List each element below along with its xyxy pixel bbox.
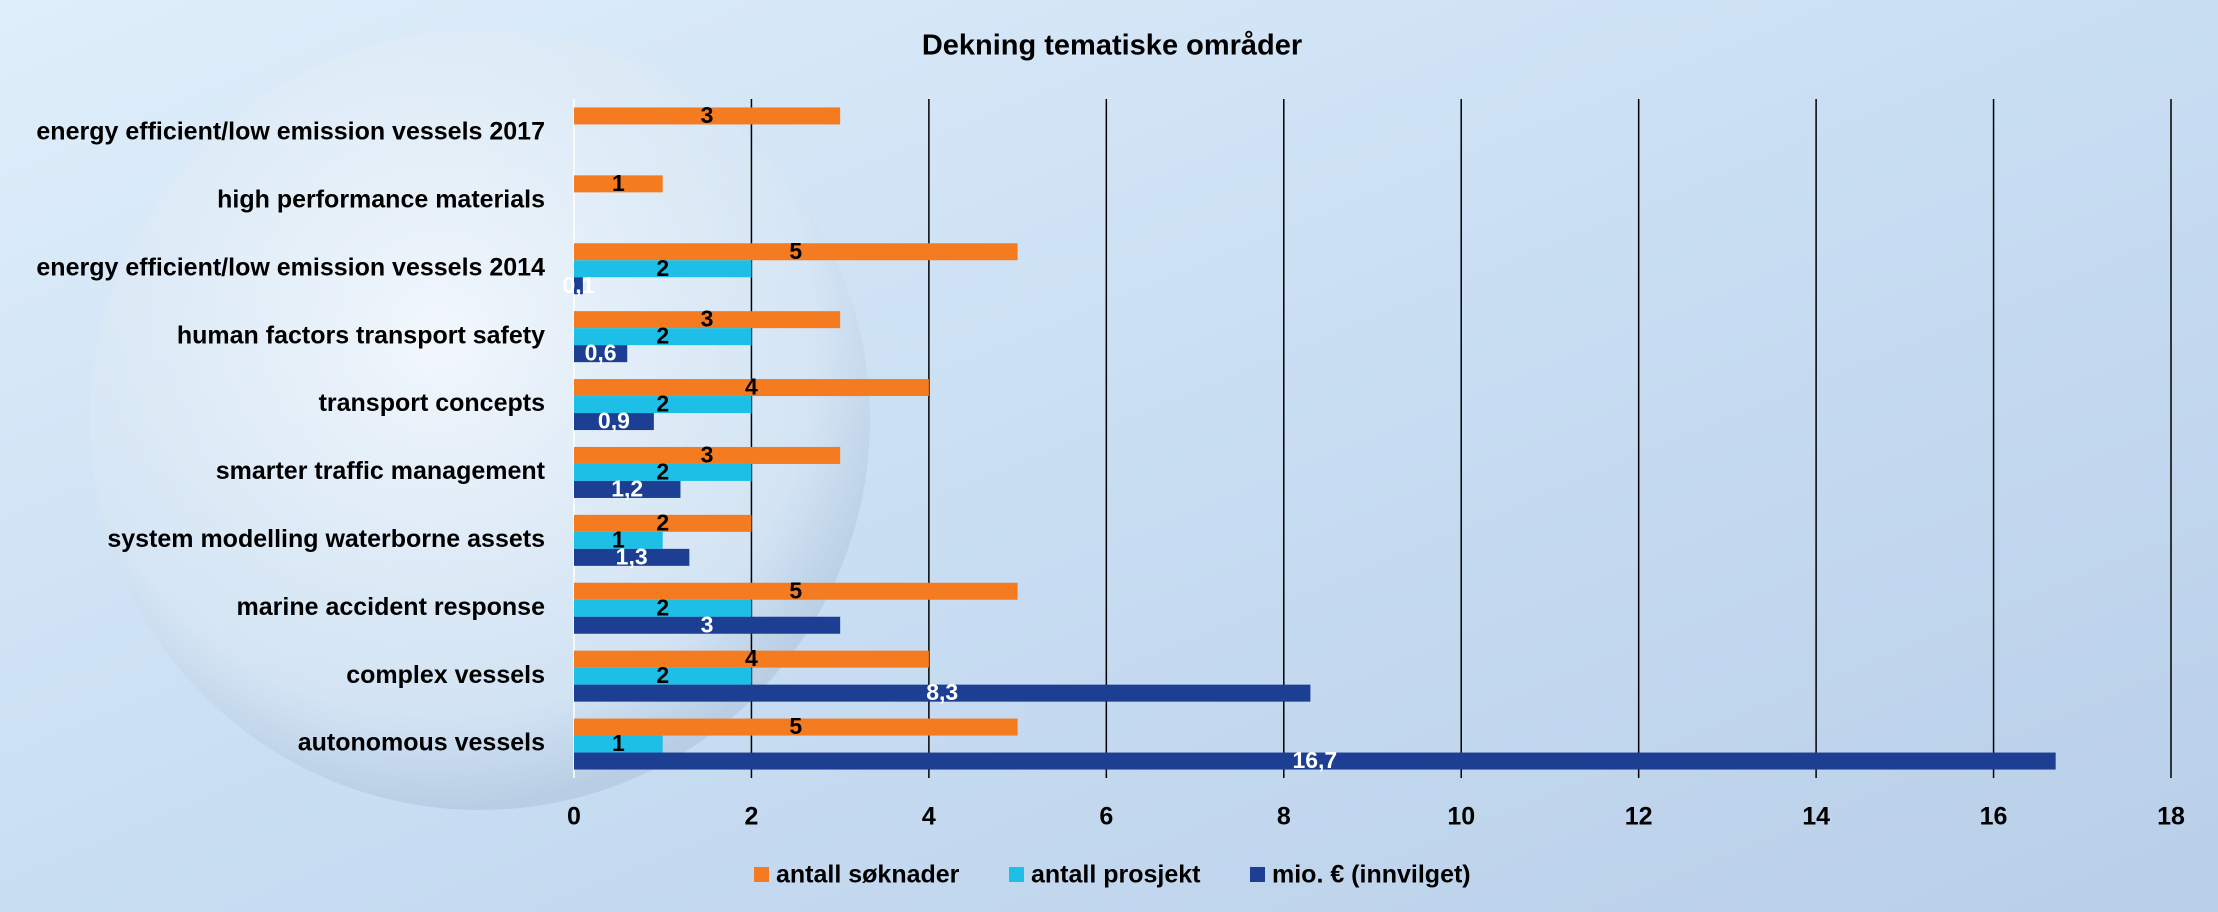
data-label: 0,9 xyxy=(598,408,630,434)
bar xyxy=(574,480,681,498)
data-label: 5 xyxy=(789,713,802,739)
data-label: 2 xyxy=(656,594,669,620)
y-tick-label: high performance materials xyxy=(217,185,545,213)
bar xyxy=(574,311,841,329)
data-label: 1,3 xyxy=(616,543,648,569)
data-label: 4 xyxy=(745,374,758,400)
data-label: 2 xyxy=(656,459,669,485)
data-label: 2 xyxy=(656,391,669,417)
x-tick-label: 10 xyxy=(1447,803,1475,831)
legend-swatch xyxy=(754,867,769,882)
data-label: 2 xyxy=(656,662,669,688)
x-tick-label: 16 xyxy=(1980,803,2008,831)
data-label: 3 xyxy=(701,442,714,468)
y-tick-label: marine accident response xyxy=(237,593,546,621)
bar xyxy=(574,277,583,295)
chart-title: Dekning tematiske områder xyxy=(922,30,1302,62)
y-tick-label: smarter traffic management xyxy=(216,457,546,485)
data-label: 5 xyxy=(789,238,802,264)
bar xyxy=(574,413,654,431)
data-label: 16,7 xyxy=(1292,747,1337,773)
bar xyxy=(574,328,752,346)
legend-label: mio. € (innvilget) xyxy=(1272,861,1471,889)
data-label: 1 xyxy=(612,730,625,756)
bar xyxy=(574,463,752,481)
bar xyxy=(574,379,929,397)
y-tick-label: energy efficient/low emission vessels 20… xyxy=(36,118,545,146)
data-label: 3 xyxy=(701,102,714,128)
x-tick-label: 2 xyxy=(744,803,758,831)
legend-swatch xyxy=(1250,867,1265,882)
bar xyxy=(574,718,1018,736)
bar xyxy=(574,175,663,193)
x-tick-label: 14 xyxy=(1802,803,1830,831)
data-label: 1 xyxy=(612,170,625,196)
data-label: 2 xyxy=(656,255,669,281)
legend-swatch xyxy=(1009,867,1024,882)
data-label: 5 xyxy=(789,577,802,603)
y-tick-label: transport concepts xyxy=(319,389,545,417)
x-tick-label: 6 xyxy=(1099,803,1113,831)
x-tick-label: 8 xyxy=(1277,803,1291,831)
data-label: 3 xyxy=(701,306,714,332)
bar xyxy=(574,243,1018,261)
bar xyxy=(574,752,2056,770)
data-label: 4 xyxy=(745,645,758,671)
bar xyxy=(574,667,752,685)
data-label: 2 xyxy=(656,509,669,535)
y-tick-label: complex vessels xyxy=(346,661,545,689)
bar xyxy=(574,548,690,566)
data-label: 8,3 xyxy=(926,679,958,705)
data-label: 0,1 xyxy=(562,272,594,298)
bar xyxy=(574,650,929,668)
bar xyxy=(574,396,752,414)
data-label: 2 xyxy=(656,323,669,349)
x-tick-label: 18 xyxy=(2157,803,2185,831)
bar xyxy=(574,514,752,532)
y-tick-label: energy efficient/low emission vessels 20… xyxy=(36,253,545,281)
x-tick-label: 4 xyxy=(922,803,936,831)
bar xyxy=(574,260,752,278)
y-tick-label: autonomous vessels xyxy=(298,729,545,757)
bar xyxy=(574,446,841,464)
y-tick-label: system modelling waterborne assets xyxy=(107,525,545,553)
bar xyxy=(574,684,1311,702)
bar xyxy=(574,531,663,549)
legend-label: antall prosjekt xyxy=(1031,861,1201,889)
x-tick-label: 0 xyxy=(567,803,581,831)
legend-label: antall søknader xyxy=(776,861,960,889)
y-tick-label: human factors transport safety xyxy=(177,321,545,349)
data-label: 1 xyxy=(612,526,625,552)
data-label: 0,6 xyxy=(585,340,617,366)
bar xyxy=(574,616,841,634)
x-tick-label: 12 xyxy=(1625,803,1653,831)
bar xyxy=(574,345,628,363)
bar xyxy=(574,599,752,617)
bar xyxy=(574,107,841,125)
data-label: 1,2 xyxy=(611,476,643,502)
data-label: 3 xyxy=(701,611,714,637)
bar xyxy=(574,582,1018,600)
bar xyxy=(574,735,663,753)
